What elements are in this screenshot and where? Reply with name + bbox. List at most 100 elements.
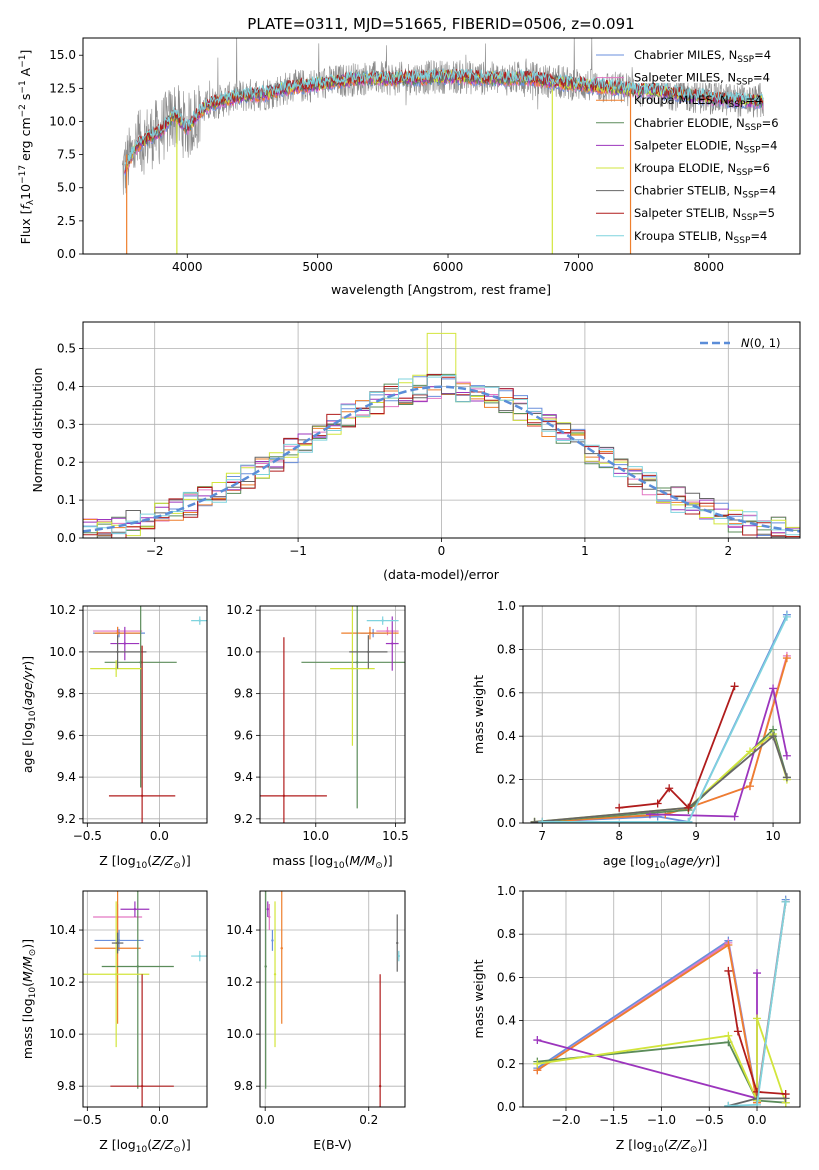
legend-label: N(0, 1) xyxy=(741,336,781,350)
x-axis-label: wavelength [Angstrom, rest frame] xyxy=(331,282,551,297)
label-part: age [log xyxy=(603,853,654,868)
axes-frame xyxy=(82,37,801,255)
label-part: )] xyxy=(181,853,191,868)
plot-area-age_vs_mass xyxy=(260,606,405,823)
x-tick-label: 0.2 xyxy=(359,1113,378,1127)
axes-frame xyxy=(259,605,406,824)
errorbar-point xyxy=(397,954,400,958)
label-part: M/M xyxy=(20,956,35,982)
legend-label: Kroupa ELODIE, NSSP=6 xyxy=(634,161,770,178)
y-tick-label: 0.0 xyxy=(497,816,516,830)
label-part: −17 xyxy=(18,165,28,184)
plot-area-spectrum xyxy=(121,38,800,254)
errorbar-point xyxy=(198,954,201,958)
plot-area-mass_vs_EBV xyxy=(264,891,400,1107)
x-axis-label: Z [log10(Z/Z⊙)] xyxy=(99,853,190,871)
y-tick-label: 10.2 xyxy=(226,603,253,617)
weight-marker xyxy=(653,799,662,808)
weight-marker xyxy=(533,1059,542,1068)
errorbar-point xyxy=(123,642,127,645)
errorbar-point xyxy=(140,794,144,798)
label-part: SSP xyxy=(744,145,761,155)
y-tick-label: 10.2 xyxy=(226,975,253,989)
label-part: 10 xyxy=(652,1145,664,1155)
y-axis-label: age [log10(age/yr)] xyxy=(20,656,38,773)
x-axis-label: Z [log10(Z/Z⊙)] xyxy=(99,1137,190,1155)
weight-marker xyxy=(782,751,791,760)
label-part: 10 xyxy=(18,184,33,200)
label-part: Z [log xyxy=(99,1137,135,1152)
y-tick-label: 9.8 xyxy=(234,1079,253,1093)
y-tick-label: 9.6 xyxy=(234,728,253,742)
weight-marker xyxy=(782,654,791,663)
y-tick-label: 9.8 xyxy=(234,687,253,701)
weight-line xyxy=(542,616,788,823)
label-part: ⊙ xyxy=(375,861,383,871)
errorbar-point xyxy=(271,939,274,942)
weight-marker xyxy=(724,966,733,975)
figure-title: PLATE=0311, MJD=51665, FIBERID=0506, z=0… xyxy=(247,15,634,33)
errorbar-point xyxy=(133,908,137,911)
label-part: SSP xyxy=(734,236,751,246)
y-axis-label: mass weight xyxy=(471,959,486,1038)
weight-marker xyxy=(753,1014,762,1023)
label-part: )] xyxy=(20,939,35,949)
weight-marker xyxy=(684,817,693,823)
weight-marker xyxy=(769,732,778,741)
x-tick-label: 10.0 xyxy=(302,829,329,843)
y-axis-label: mass [log10(M/M⊙)] xyxy=(20,939,38,1059)
label-part: SSP xyxy=(729,100,746,110)
x-tick-label: −2.0 xyxy=(551,1113,580,1127)
errorbar-point xyxy=(396,941,399,945)
x-tick-label: 7 xyxy=(538,829,546,843)
y-tick-label: 5.0 xyxy=(57,181,76,195)
label-part: =5 xyxy=(758,206,775,220)
label-part: age/yr xyxy=(20,665,35,706)
errorbar-point xyxy=(117,939,121,942)
axes-residuals: −2 −1 0 1 2 0.0 0.1 0.2 0.3 0.4 0.5 N(0, 1) (data-mo… xyxy=(30,321,801,582)
y-tick-label: 1.0 xyxy=(497,599,516,613)
errorbar-point xyxy=(391,642,394,645)
y-axis-label: Flux [fλ10−17 erg cm−2 s−1 A−1] xyxy=(18,50,36,245)
x-tick-label: 1 xyxy=(581,544,589,558)
axes-frame xyxy=(522,890,801,1108)
weight-marker xyxy=(781,1090,790,1099)
errorbar-point xyxy=(139,661,142,664)
x-tick-label: 8 xyxy=(615,829,623,843)
x-tick-label: −0.5 xyxy=(695,1113,724,1127)
x-tick-label: 6000 xyxy=(433,260,464,274)
label-part: Salpeter MILES, N xyxy=(634,71,736,85)
axes-age_vs_Z: −0.5 0.09.29.49.69.810.010.2Z [log10(Z/Z⊙… xyxy=(20,603,208,871)
x-tick-label: −1 xyxy=(289,544,307,558)
x-tick-label: −0.5 xyxy=(73,829,102,843)
label-part: =4 xyxy=(754,48,771,62)
plot-area-massweight_vs_Z xyxy=(533,895,790,1107)
y-tick-label: 12.5 xyxy=(49,81,76,95)
y-tick-label: 0.6 xyxy=(497,686,516,700)
weight-marker xyxy=(724,1031,733,1040)
x-axis-label: (data-model)/error xyxy=(383,567,500,582)
plot-area-age_vs_Z xyxy=(88,606,207,823)
label-part: 10 xyxy=(333,861,345,871)
weight-line xyxy=(542,655,788,823)
y-tick-label: 1.0 xyxy=(497,884,516,898)
label-part: Kroupa ELODIE, N xyxy=(634,161,736,175)
label-part: =4 xyxy=(745,93,762,107)
y-tick-label: 0.0 xyxy=(57,531,76,545)
label-part: N xyxy=(741,336,750,350)
x-tick-label: 0.0 xyxy=(747,1113,766,1127)
errorbar-point xyxy=(116,631,119,635)
legend-label: Chabrier MILES, NSSP=4 xyxy=(634,48,771,65)
label-part: age/yr xyxy=(670,853,711,868)
errorbar-point xyxy=(268,915,271,919)
errorbar-point xyxy=(136,965,139,968)
label-part: s xyxy=(18,94,33,105)
y-tick-label: 0.2 xyxy=(497,1057,516,1071)
histogram-step-line xyxy=(83,373,800,538)
label-part: −1 xyxy=(18,80,28,93)
label-part: Chabrier ELODIE, N xyxy=(634,116,745,130)
errorbar-point xyxy=(116,941,119,945)
label-part: ( xyxy=(147,1137,152,1152)
x-tick-label: 0.0 xyxy=(150,829,169,843)
errorbar-point xyxy=(280,947,283,950)
